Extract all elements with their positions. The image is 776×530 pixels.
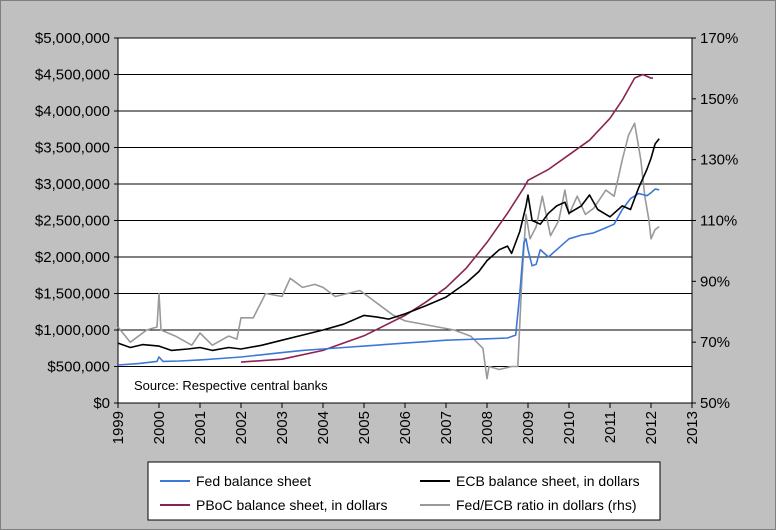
left-tick-label: $2,500,000 [35,213,110,230]
legend-label: ECB balance sheet, in dollars [456,473,640,489]
legend: Fed balance sheet ECB balance sheet, in d… [160,473,640,513]
series-line-2 [240,73,653,363]
right-tick-label: 130% [700,152,738,169]
x-tick-label: 2000 [151,411,168,444]
series-line-3 [117,122,660,380]
gridlines [118,74,692,367]
x-tick-label: 2001 [192,411,209,444]
left-tick-label: $3,000,000 [35,176,110,193]
x-tick-label: 2012 [643,411,660,444]
series-line-1 [117,138,660,352]
left-tick-label: $4,500,000 [35,67,110,84]
source-annotation: Source: Respective central banks [134,378,328,393]
right-tick-label: 170% [700,30,738,47]
left-tick-label: $4,000,000 [35,103,110,120]
right-tick-label: 50% [700,395,730,412]
x-tick-label: 2013 [684,411,701,444]
left-tick-label: $2,000,000 [35,249,110,266]
left-tick-label: $0 [93,395,110,412]
x-tick-label: 2004 [315,411,332,444]
legend-label: Fed balance sheet [196,473,311,489]
right-axis-ticks: 50% 70% 90% 110% 130% 150% 170% [700,30,738,412]
x-tick-label: 2007 [438,411,455,444]
x-tick-label: 2006 [397,411,414,444]
x-tick-label: 2010 [561,411,578,444]
x-tick-label: 2011 [602,411,619,443]
axes [114,37,696,408]
left-tick-label: $1,000,000 [35,322,110,339]
right-tick-label: 90% [700,273,730,290]
x-tick-label: 2005 [356,411,373,444]
x-tick-label: 2009 [520,411,537,444]
right-tick-label: 70% [700,334,730,351]
right-tick-label: 110% [700,213,737,230]
left-tick-label: $5,000,000 [35,30,110,47]
left-tick-label: $1,500,000 [35,286,110,303]
legend-label: PBoC balance sheet, in dollars [196,497,387,513]
series-line-0 [117,188,660,366]
x-tick-label: 2008 [479,411,496,444]
series-layer [117,73,660,380]
legend-box [147,461,661,521]
left-axis-ticks: $0 $500,000 $1,000,000 $1,500,000 $2,000,000… [35,30,110,412]
legend-label: Fed/ECB ratio in dollars (rhs) [456,497,637,513]
x-tick-label: 1999 [110,411,127,444]
x-tick-label: 2003 [274,411,291,444]
x-axis-ticks: 1999 2000 2001 2002 2003 2004 2005 2006 2007 2008… [110,411,701,444]
right-tick-label: 150% [700,91,738,108]
left-tick-label: $3,500,000 [35,140,110,157]
x-tick-label: 2002 [233,411,250,444]
left-tick-label: $500,000 [47,359,110,376]
